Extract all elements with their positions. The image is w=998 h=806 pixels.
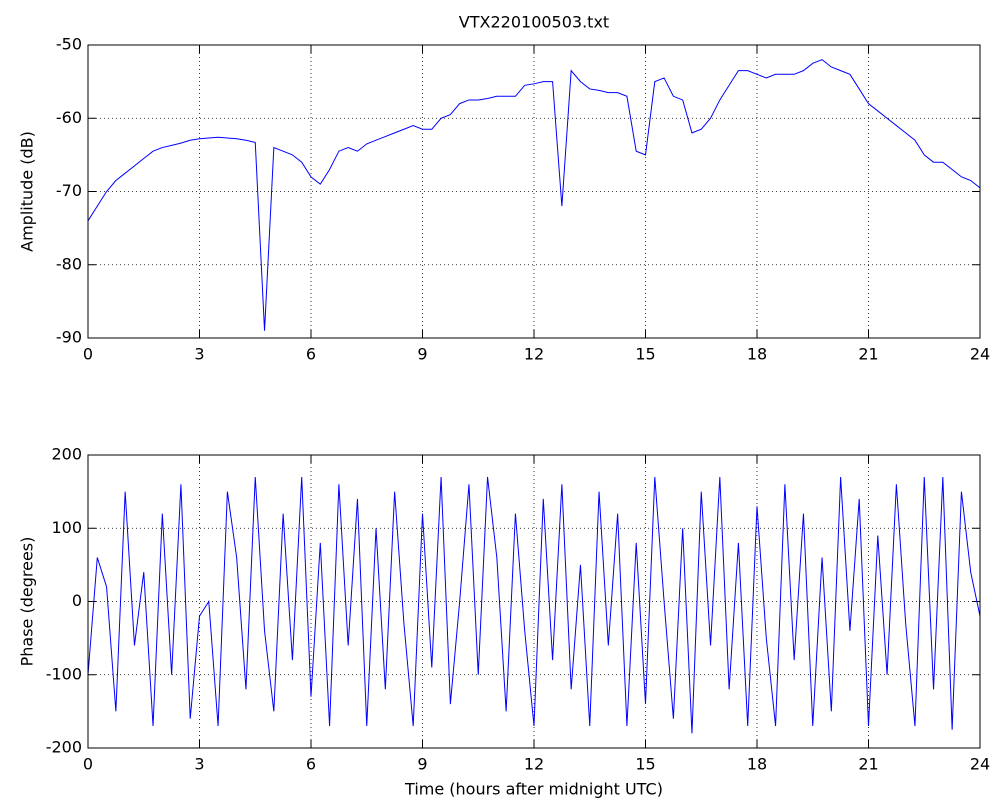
- axes-box: [87, 454, 981, 749]
- x-tick-label: 9: [417, 345, 427, 364]
- chart-title: VTX220100503.txt: [459, 13, 609, 32]
- x-tick-label: 18: [747, 755, 767, 774]
- x-tick-label: 12: [524, 345, 544, 364]
- plot-area: [88, 455, 980, 748]
- data-line: [87, 59, 981, 331]
- data-line: [87, 476, 981, 734]
- y-tick-label: -70: [56, 181, 82, 200]
- y-axis-label: Phase (degrees): [18, 537, 37, 667]
- x-tick-label: 15: [635, 345, 655, 364]
- y-tick-label: 0: [72, 591, 82, 610]
- axes-box: [87, 44, 981, 339]
- x-tick-label: 15: [635, 755, 655, 774]
- x-tick-label: 21: [858, 755, 878, 774]
- x-tick-label: 6: [306, 345, 316, 364]
- plot-area: [88, 45, 980, 338]
- y-tick-label: -60: [56, 108, 82, 127]
- y-axis-label: Amplitude (dB): [18, 131, 37, 252]
- y-tick-label: 100: [51, 518, 82, 537]
- y-tick-label: -80: [56, 254, 82, 273]
- x-tick-label: 3: [194, 755, 204, 774]
- y-tick-label: -90: [56, 328, 82, 347]
- x-tick-label: 24: [970, 345, 990, 364]
- x-tick-label: 12: [524, 755, 544, 774]
- x-axis-label: Time (hours after midnight UTC): [404, 780, 663, 799]
- x-tick-label: 21: [858, 345, 878, 364]
- x-tick-label: 3: [194, 345, 204, 364]
- y-tick-label: -100: [46, 664, 82, 683]
- x-tick-label: 24: [970, 755, 990, 774]
- x-tick-label: 6: [306, 755, 316, 774]
- x-tick-label: 0: [83, 755, 93, 774]
- x-tick-label: 18: [747, 345, 767, 364]
- x-tick-label: 0: [83, 345, 93, 364]
- x-tick-label: 9: [417, 755, 427, 774]
- y-tick-label: -50: [56, 35, 82, 54]
- y-tick-label: -200: [46, 738, 82, 757]
- y-tick-label: 200: [51, 445, 82, 464]
